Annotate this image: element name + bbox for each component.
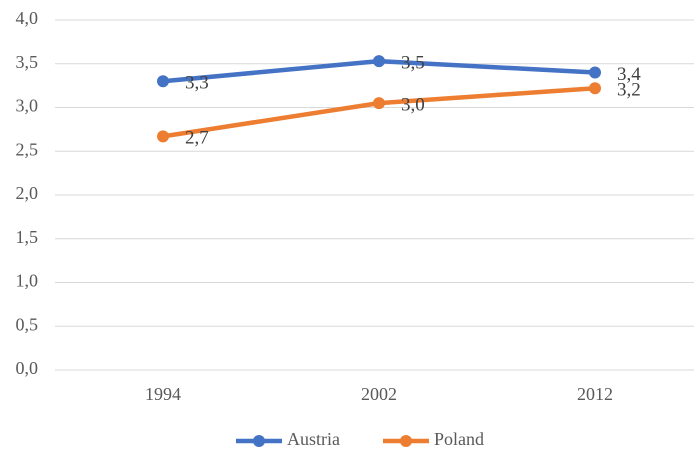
y-tick-label: 3,0 (16, 96, 39, 116)
y-tick-label: 2,5 (16, 139, 39, 159)
point (157, 130, 169, 143)
data-label: 3,5 (401, 52, 425, 73)
legend-label: Poland (434, 429, 484, 449)
x-tick-label: 1994 (145, 384, 181, 404)
point (589, 82, 601, 95)
x-tick-label: 2002 (361, 384, 397, 404)
data-label: 3,3 (185, 73, 209, 94)
data-label: 3,0 (401, 94, 425, 115)
legend-label: Austria (287, 429, 340, 449)
y-tick-label: 3,5 (16, 52, 39, 72)
point (373, 97, 385, 110)
y-tick-label: 4,0 (16, 8, 39, 28)
data-label: 3,2 (617, 80, 641, 101)
x-tick-label: 2012 (577, 384, 613, 404)
data-label: 3,4 (617, 64, 641, 85)
point (157, 75, 169, 88)
y-tick-label: 0,0 (16, 358, 39, 378)
y-tick-label: 1,5 (16, 227, 39, 247)
data-label: 2,7 (185, 128, 209, 149)
point (589, 66, 601, 79)
legend-marker (400, 435, 412, 447)
series-line (162, 86, 596, 139)
y-tick-label: 1,0 (16, 271, 39, 291)
y-tick-label: 2,0 (16, 183, 39, 203)
legend-marker (253, 435, 265, 447)
point (373, 55, 385, 68)
y-tick-label: 0,5 (16, 314, 39, 334)
